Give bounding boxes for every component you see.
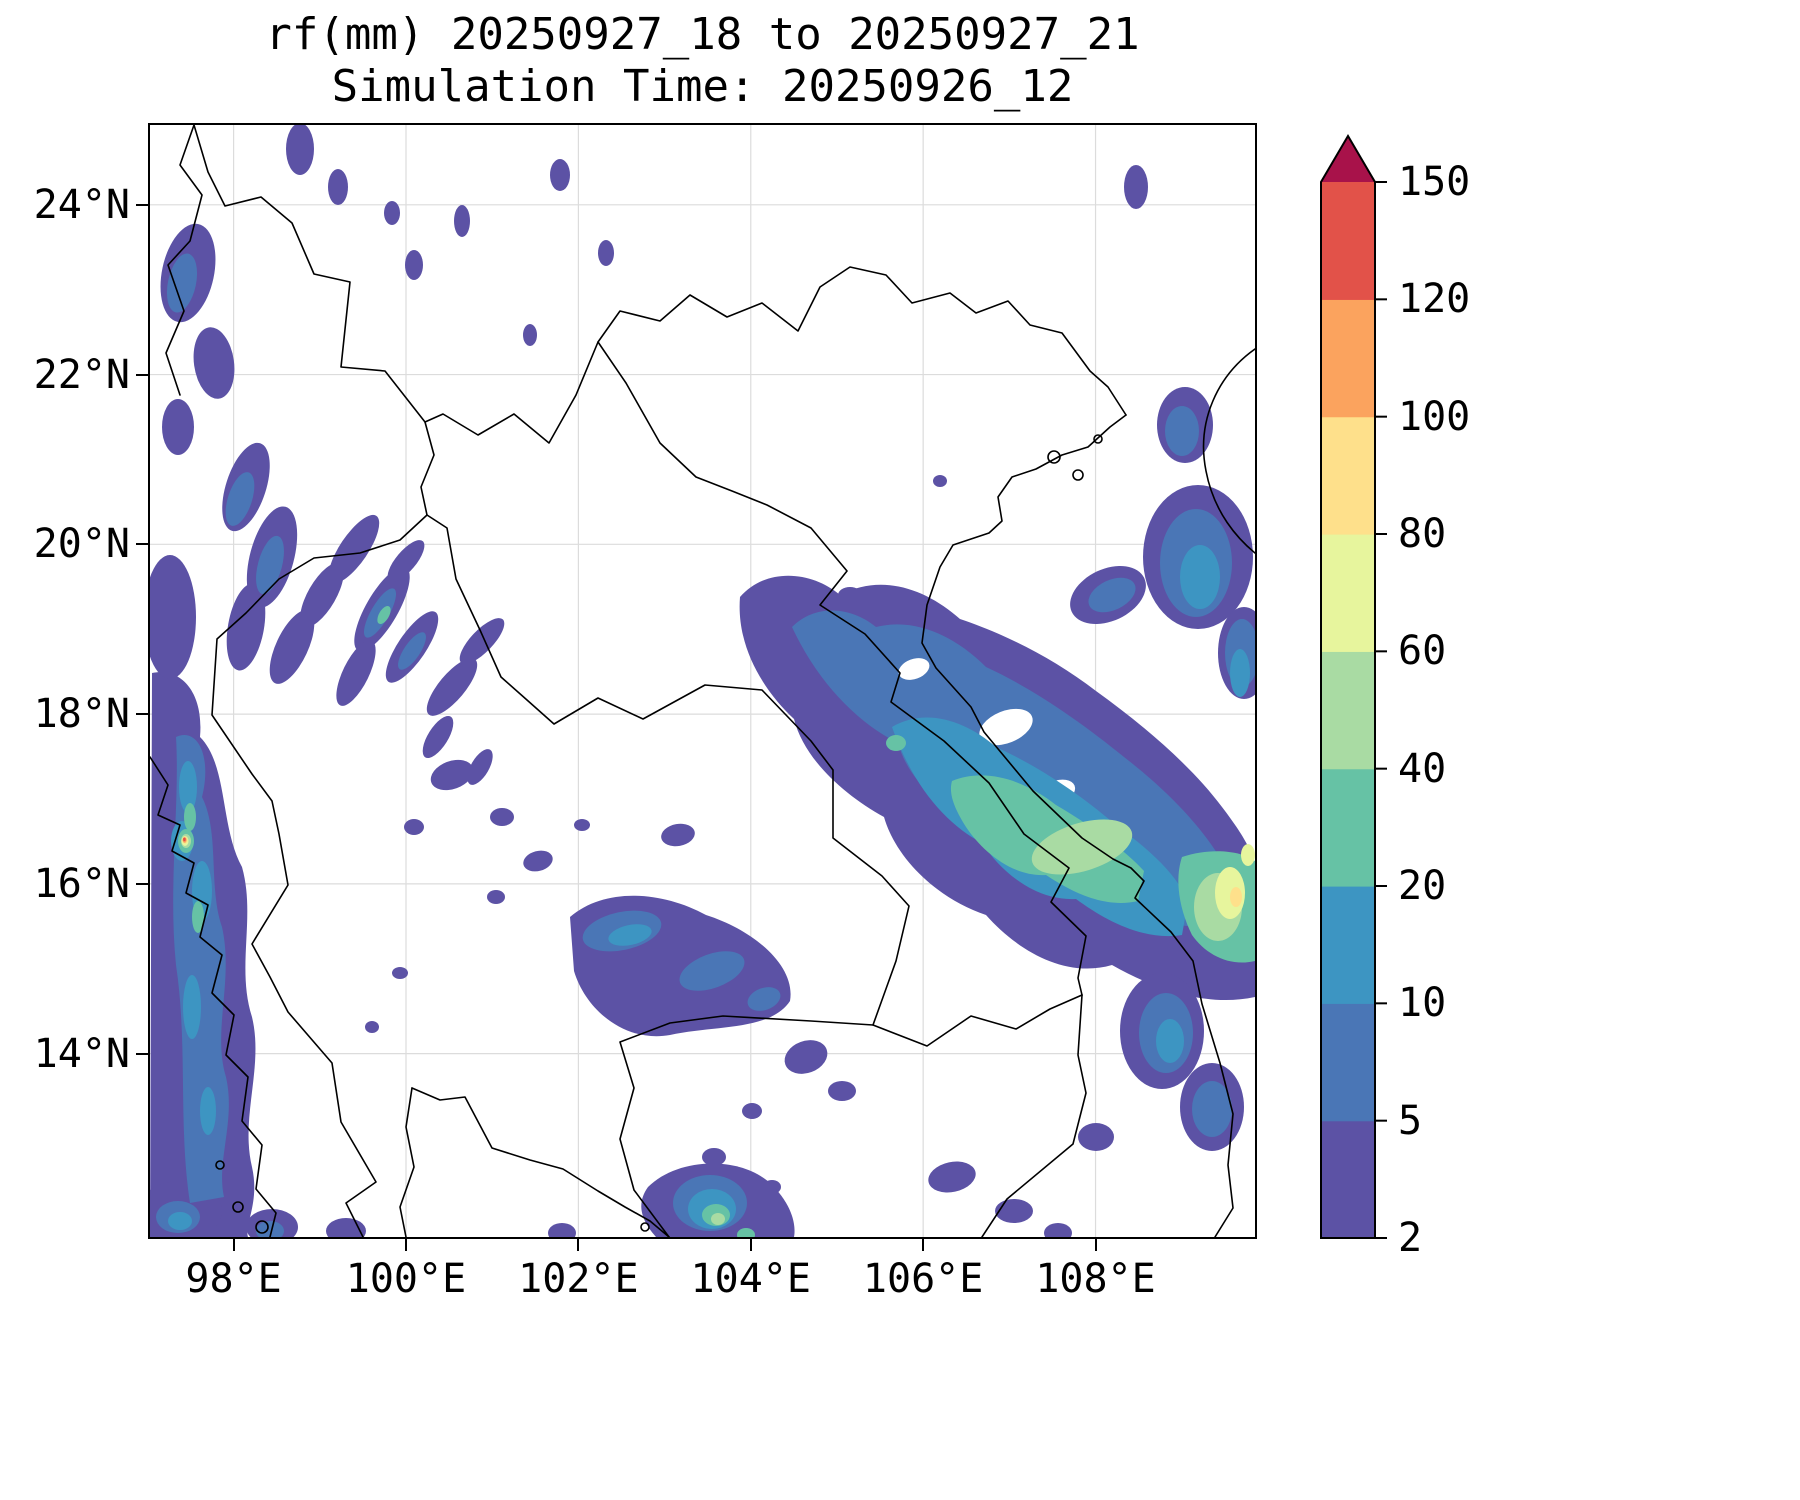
x-tick-mark	[1094, 1239, 1097, 1251]
colorbar-segment	[1320, 886, 1376, 1004]
border-cambodia-north	[619, 994, 1083, 1237]
y-tick-label: 16°N	[33, 860, 130, 907]
y-tick-label: 20°N	[33, 521, 130, 568]
island	[1047, 450, 1061, 464]
y-tick-mark	[136, 713, 148, 716]
colorbar-segment	[1320, 651, 1376, 770]
colorbar-segment	[1320, 1003, 1376, 1122]
colorbar-tick-label: 5	[1398, 1097, 1423, 1144]
y-tick-mark	[136, 1052, 148, 1055]
island	[232, 1201, 244, 1213]
gridlines	[150, 125, 1255, 1237]
x-tick-mark	[232, 1239, 235, 1251]
border-myanmar-laos	[420, 421, 435, 516]
y-tick-mark	[136, 543, 148, 546]
rain-contour-2-5mm	[150, 125, 1255, 1237]
island	[1093, 434, 1103, 444]
border-cambodia-vietnam	[981, 994, 1087, 1237]
x-tick-mark	[922, 1239, 925, 1251]
island	[255, 1220, 269, 1234]
colorbar	[1320, 134, 1387, 1239]
island	[215, 1160, 225, 1170]
colorbar-tick-label: 20	[1398, 863, 1447, 909]
coast-hainan	[1202, 348, 1255, 554]
rainfall-contours	[150, 125, 1255, 1237]
colorbar-segment	[1320, 299, 1376, 418]
colorbar-extend-triangle	[1320, 136, 1376, 182]
island	[640, 1222, 650, 1232]
x-tick-label: 104°E	[690, 1256, 811, 1302]
colorbar-outline	[1320, 134, 1376, 1239]
rain-contour-5-10mm	[156, 253, 1255, 1237]
coast-gulf-east	[411, 1087, 670, 1237]
colorbar-tick-label: 10	[1398, 980, 1447, 1027]
chart-title: rf(mm) 20250927_18 to 20250927_21	[265, 9, 1140, 60]
colorbar-tick-label: 150	[1398, 159, 1471, 205]
x-tick-label: 100°E	[345, 1256, 467, 1302]
rainfall-contour-map	[150, 125, 1255, 1237]
coast-vietnam	[921, 414, 1234, 1237]
colorbar-tick-label: 2	[1398, 1215, 1423, 1261]
border-thailand-myanmar	[211, 514, 428, 1237]
map-plot-area	[148, 123, 1257, 1239]
x-tick-label: 98°E	[185, 1256, 282, 1302]
colorbar-segment	[1320, 1120, 1376, 1239]
border-laos-vietnam	[597, 341, 1087, 996]
island	[1072, 469, 1084, 481]
colorbar-tick-label: 120	[1398, 276, 1471, 323]
colorbar-segment	[1320, 534, 1376, 652]
y-tick-mark	[136, 882, 148, 885]
colorbar-segment	[1320, 182, 1376, 300]
y-tick-label: 18°N	[33, 691, 130, 738]
x-tick-mark	[404, 1239, 407, 1251]
x-tick-label: 106°E	[862, 1256, 984, 1302]
y-tick-label: 14°N	[33, 1030, 130, 1077]
chart-subtitle: Simulation Time: 20250926_12	[331, 61, 1074, 112]
colorbar-tick-label: 40	[1398, 745, 1447, 792]
border-myanmar-west	[165, 125, 203, 396]
border-thailand-laos-mekong	[426, 514, 910, 1026]
colorbar-tick-label: 60	[1398, 628, 1447, 675]
colorbar-segment	[1320, 416, 1376, 535]
x-tick-mark	[577, 1239, 580, 1251]
country-borders	[150, 125, 1255, 1237]
colorbar-tick-label: 100	[1398, 393, 1471, 440]
y-tick-mark	[136, 373, 148, 376]
border-china-north	[193, 125, 1127, 444]
coast-myanmar	[150, 756, 277, 1237]
x-tick-mark	[749, 1239, 752, 1251]
y-tick-mark	[136, 203, 148, 206]
y-tick-label: 24°N	[33, 181, 130, 228]
colorbar-segment	[1320, 768, 1376, 887]
x-tick-label: 108°E	[1035, 1256, 1156, 1302]
y-tick-label: 22°N	[33, 351, 130, 398]
coast-gulf-west	[399, 1087, 415, 1237]
rain-contour-120-150mm	[183, 837, 186, 842]
x-tick-label: 102°E	[518, 1256, 639, 1302]
colorbar-tick-label: 80	[1398, 511, 1447, 557]
